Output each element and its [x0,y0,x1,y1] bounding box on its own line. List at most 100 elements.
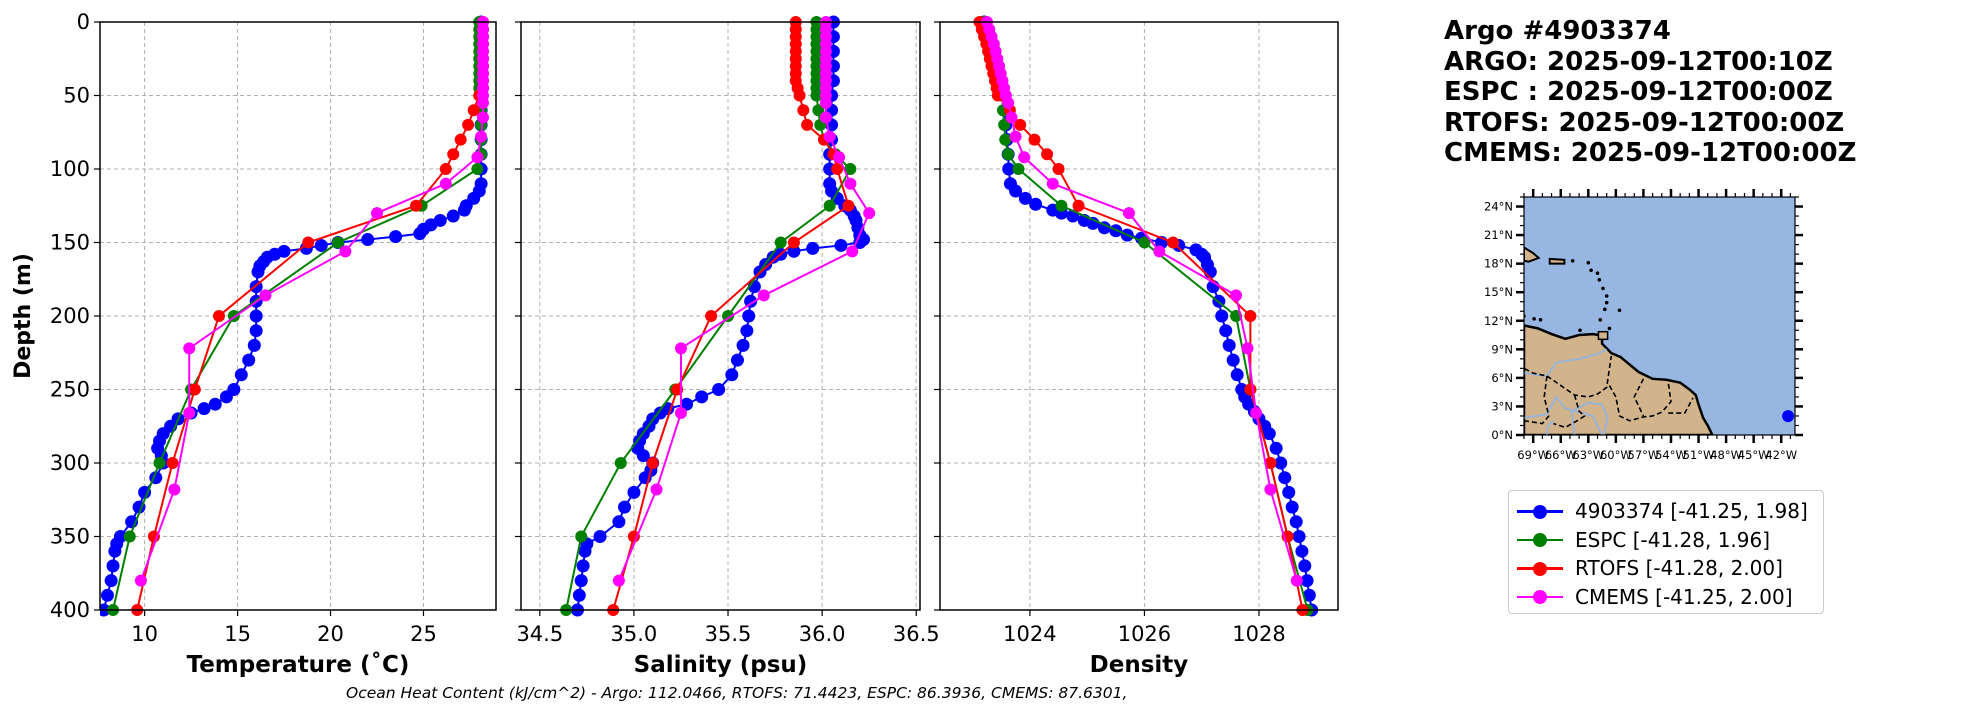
data-point-argo [574,574,588,588]
data-point-cmems [1153,245,1166,258]
data-point-cmems [844,177,857,190]
y-axis-label: Depth (m) [11,253,36,379]
data-point-cmems [1005,111,1018,124]
axes-frame [99,21,497,611]
data-point-argo [680,397,694,411]
map-island [1597,278,1602,282]
y-tick-label: 400 [50,598,90,622]
x-tick-label: 1026 [1118,622,1171,646]
map-frame [1523,196,1796,436]
data-point-espc [774,236,787,249]
x-tick-label: 1024 [1003,622,1056,646]
map-border [1608,382,1672,422]
map-island [1607,326,1612,331]
data-point-espc [810,89,823,102]
x-tick-label: 1028 [1232,622,1285,646]
ocean-heat-content-note: Ocean Heat Content (kJ/cm^2) - Argo: 112… [346,684,1128,702]
y-tick-label: 0 [77,10,90,34]
legend-label: RTOFS [-41.28, 2.00] [1575,556,1783,581]
data-point-argo [234,368,248,382]
density-panel: 1024 1026 1028 Density [934,15,1339,678]
map-lon-label: 69°W [1517,448,1549,462]
data-point-rtofs [705,310,718,322]
data-point-espc [823,199,836,212]
data-point-rtofs [188,383,201,396]
legend-label: ESPC [-41.28, 1.96] [1575,527,1771,552]
data-point-argo [249,309,263,323]
data-point-rtofs [166,457,179,469]
map-lon-label: 48°W [1710,448,1742,462]
map-land-trinidad [1597,330,1609,341]
map-lat-label: 3°N [1491,399,1513,413]
data-point-cmems [674,342,687,355]
data-point-argo [695,390,709,404]
map-border [1524,367,1550,425]
data-point-argo [251,265,265,279]
data-point-argo [593,530,607,543]
salinity-panel: 34.5 35.0 35.5 36.0 36.5 Salinity (psu) [515,15,940,678]
legend-marker-espc [1517,530,1563,550]
data-point-argo [389,230,403,244]
data-point-rtofs [793,89,806,102]
data-point-argo [219,390,233,404]
data-point-cmems [439,177,452,190]
map-river [1545,419,1555,435]
map-island [1595,271,1600,275]
data-point-argo [742,309,756,323]
data-point-espc [999,133,1012,146]
data-point-argo [106,559,120,573]
map-island [1538,318,1543,322]
data-point-cmems [476,111,489,124]
rtofs-time: RTOFS: 2025-09-12T00:00Z [1444,107,1845,138]
data-point-espc [844,163,857,175]
data-point-espc [1138,236,1151,249]
data-point-rtofs [627,530,640,543]
map-island [1604,300,1609,305]
data-point-argo [744,294,758,308]
data-point-argo [247,338,261,352]
series-group [973,15,1319,617]
temperature-panel: 10 15 20 25050100150200250300350400Temperat… [50,10,497,678]
x-tick-label: 36.5 [893,622,940,646]
data-point-cmems [863,207,876,220]
data-point-rtofs [212,310,225,322]
map-island [1617,308,1622,313]
data-point-argo [1295,544,1309,558]
data-point-argo [576,559,590,573]
data-point-rtofs [1167,236,1180,249]
data-point-argo [1302,588,1316,602]
data-point-espc [722,310,735,322]
x-tick-label: 10 [131,622,158,646]
data-point-espc [331,236,344,249]
x-axis-label: Temperature (˚C) [187,651,410,678]
data-point-argo [1298,559,1312,573]
data-point-argo [1230,368,1244,382]
y-tick-label: 300 [50,451,90,475]
map-lon-label: 54°W [1655,448,1687,462]
data-point-cmems [476,96,489,109]
legend-marker-rtofs [1517,558,1563,578]
data-point-rtofs [1041,148,1054,161]
legend-marker-argo [1517,501,1563,521]
x-tick-label: 36.0 [799,622,846,646]
map-island [1589,268,1593,273]
profile-info: Argo #4903374 ARGO: 2025-09-12T00:10Z ES… [1444,16,1856,169]
data-point-rtofs [1244,310,1257,322]
legend-item-espc: ESPC [-41.28, 1.96] [1517,526,1815,555]
data-point-argo [730,353,744,367]
data-point-argo [197,402,211,416]
data-point-cmems [183,342,196,355]
data-point-rtofs [410,199,423,212]
data-point-cmems [168,483,181,496]
map-land-puerto-rico [1548,257,1566,265]
data-point-argo [1018,191,1032,205]
map-river [1524,395,1603,435]
data-point-argo [1029,197,1043,211]
data-point-argo [1219,324,1233,338]
data-point-argo [834,238,848,252]
data-point-espc [1002,148,1015,161]
cmems-time: CMEMS: 2025-09-12T00:00Z [1444,138,1857,168]
data-point-argo [636,449,650,463]
data-point-argo [1269,441,1283,455]
data-point-cmems [259,289,272,302]
